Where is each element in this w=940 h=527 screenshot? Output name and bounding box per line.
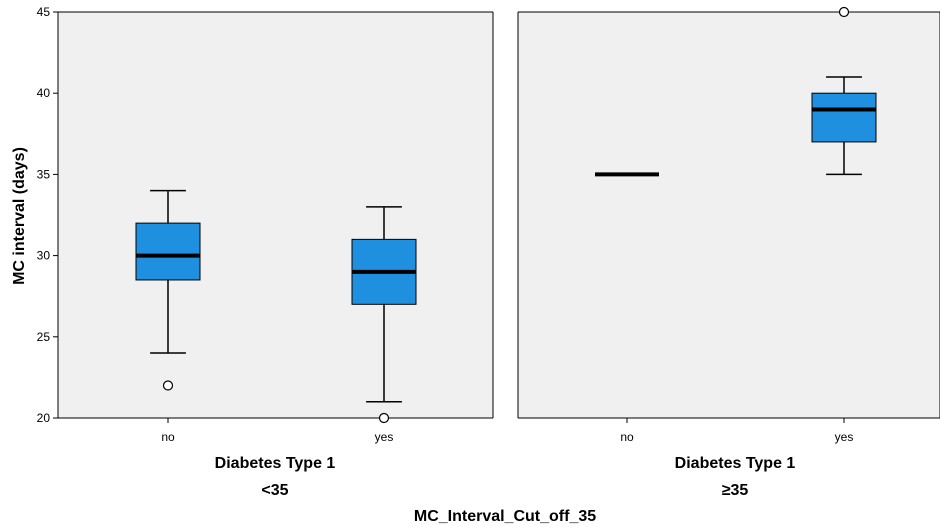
x-tick-label: no	[620, 430, 634, 444]
box-iqr	[135, 222, 201, 281]
y-tick-label: 20	[37, 411, 51, 425]
panel-ge35: no yes	[517, 6, 940, 444]
y-tick-label: 25	[37, 330, 51, 344]
y-axis-title: MC interval (days)	[11, 147, 28, 285]
panel-label-lt35: <35	[261, 482, 288, 499]
y-tick-label: 35	[37, 167, 51, 181]
x-axis-title-ge35: Diabetes Type 1	[675, 455, 796, 472]
x-tick-label: yes	[375, 430, 394, 444]
x-tick-label: no	[161, 430, 175, 444]
outlier-point	[162, 380, 174, 391]
panel-label-ge35: ≥35	[722, 482, 749, 499]
y-tick-label: 30	[37, 249, 51, 263]
panel-lt35: 20 25 30 35 40 45 no yes	[37, 5, 494, 444]
panel-variable-title: MC_Interval_Cut_off_35	[414, 508, 596, 525]
y-tick-label: 45	[37, 5, 51, 19]
outlier-point	[378, 412, 390, 424]
x-axis-title-lt35: Diabetes Type 1	[215, 455, 336, 472]
panel-background	[518, 12, 940, 418]
panel-background	[58, 12, 493, 418]
outlier-point	[838, 6, 850, 18]
box-iqr	[811, 92, 877, 143]
x-tick-label: yes	[835, 430, 854, 444]
y-tick-label: 40	[37, 86, 51, 100]
